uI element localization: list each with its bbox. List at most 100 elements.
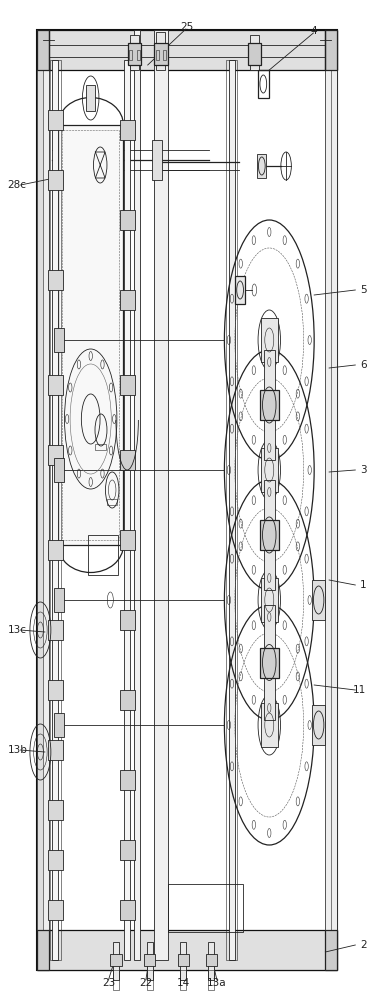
- Text: 13b: 13b: [7, 745, 27, 755]
- Bar: [147, 970, 153, 990]
- Bar: [264, 480, 275, 590]
- Text: 6: 6: [360, 360, 367, 370]
- Bar: [260, 390, 279, 420]
- Bar: [48, 170, 63, 190]
- Bar: [37, 30, 337, 70]
- Bar: [48, 375, 63, 395]
- Bar: [54, 588, 64, 612]
- Bar: [113, 942, 119, 980]
- Bar: [88, 535, 118, 575]
- Text: 3: 3: [360, 465, 367, 475]
- Bar: [264, 350, 275, 460]
- Bar: [124, 60, 130, 960]
- Bar: [168, 884, 243, 932]
- Bar: [48, 445, 63, 465]
- Bar: [226, 60, 237, 960]
- Bar: [208, 970, 214, 990]
- Bar: [37, 30, 337, 970]
- Bar: [180, 942, 186, 980]
- Bar: [325, 930, 337, 970]
- Text: 1: 1: [360, 580, 367, 590]
- Bar: [156, 32, 165, 70]
- Bar: [325, 30, 337, 962]
- Bar: [258, 70, 269, 98]
- Bar: [120, 900, 135, 920]
- Bar: [261, 578, 278, 622]
- Text: 13c: 13c: [7, 625, 27, 635]
- Bar: [37, 930, 337, 970]
- Bar: [50, 60, 61, 960]
- Bar: [95, 444, 106, 450]
- Bar: [54, 328, 64, 352]
- Bar: [312, 580, 325, 620]
- Bar: [48, 620, 63, 640]
- Bar: [163, 50, 166, 60]
- Bar: [129, 50, 132, 60]
- Bar: [120, 840, 135, 860]
- Bar: [37, 930, 49, 970]
- Text: 2: 2: [360, 940, 367, 950]
- Text: 25: 25: [180, 22, 194, 32]
- Bar: [260, 648, 279, 678]
- Bar: [137, 50, 140, 60]
- Bar: [43, 38, 331, 962]
- Bar: [325, 30, 331, 962]
- Bar: [260, 520, 279, 550]
- Text: 22: 22: [139, 978, 153, 988]
- Text: 14: 14: [177, 978, 190, 988]
- Bar: [152, 140, 162, 180]
- Bar: [48, 110, 63, 130]
- Bar: [37, 30, 43, 962]
- Text: 23: 23: [102, 978, 115, 988]
- Bar: [120, 290, 135, 310]
- Bar: [120, 690, 135, 710]
- Bar: [58, 125, 123, 545]
- Bar: [48, 270, 63, 290]
- Bar: [48, 900, 63, 920]
- Bar: [120, 210, 135, 230]
- Text: 28c: 28c: [7, 180, 27, 190]
- Bar: [120, 450, 135, 470]
- Bar: [261, 448, 278, 492]
- Bar: [208, 942, 214, 980]
- Bar: [229, 60, 235, 960]
- Bar: [48, 740, 63, 760]
- Bar: [261, 318, 278, 362]
- Bar: [54, 713, 64, 737]
- Bar: [325, 30, 337, 70]
- Bar: [48, 680, 63, 700]
- Text: 5: 5: [360, 285, 367, 295]
- Bar: [52, 60, 58, 960]
- Bar: [128, 43, 141, 65]
- Bar: [156, 50, 159, 60]
- Bar: [37, 30, 49, 70]
- Bar: [250, 35, 259, 70]
- Bar: [235, 276, 245, 304]
- Bar: [206, 954, 217, 966]
- Bar: [120, 530, 135, 550]
- Bar: [110, 954, 122, 966]
- Text: 13a: 13a: [207, 978, 227, 988]
- Bar: [147, 942, 153, 980]
- Bar: [154, 30, 168, 960]
- Bar: [261, 703, 278, 747]
- Bar: [62, 130, 119, 540]
- Bar: [54, 458, 64, 482]
- Bar: [120, 770, 135, 790]
- Bar: [86, 85, 95, 111]
- Bar: [264, 605, 275, 720]
- Bar: [144, 954, 155, 966]
- Bar: [130, 35, 139, 70]
- Bar: [257, 154, 266, 178]
- Bar: [312, 705, 325, 745]
- Bar: [178, 954, 189, 966]
- Bar: [107, 499, 117, 505]
- Bar: [48, 800, 63, 820]
- Bar: [120, 610, 135, 630]
- Bar: [113, 970, 119, 990]
- Bar: [120, 120, 135, 140]
- Text: 11: 11: [353, 685, 367, 695]
- Bar: [48, 850, 63, 870]
- Bar: [248, 43, 261, 65]
- Bar: [180, 970, 186, 990]
